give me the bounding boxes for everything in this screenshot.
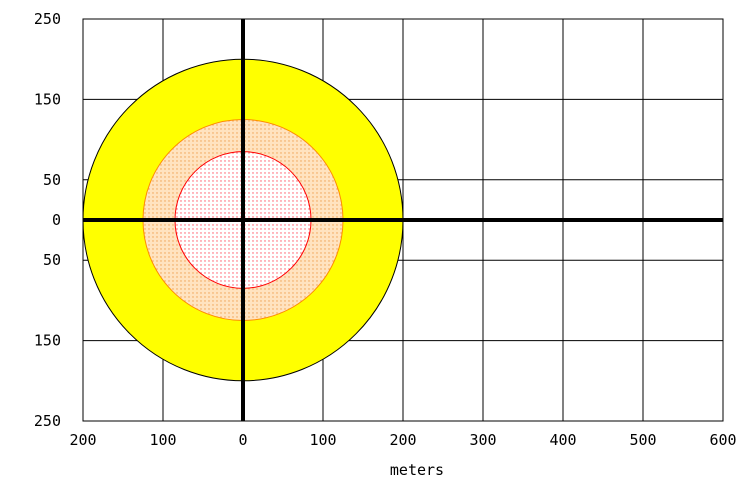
y-tick-label: 250 <box>34 10 61 28</box>
y-tick-label: 50 <box>43 251 61 269</box>
x-tick-label: 100 <box>309 431 336 449</box>
y-tick-label: 150 <box>34 90 61 108</box>
y-tick-labels: 250 150 50 0 50 150 250 <box>34 10 61 430</box>
x-tick-label: 300 <box>469 431 496 449</box>
x-tick-label: 200 <box>389 431 416 449</box>
y-tick-label: 250 <box>34 412 61 430</box>
threat-zones <box>82 58 404 382</box>
x-axis-title: meters <box>390 461 444 479</box>
plot-frame <box>82 18 724 422</box>
x-tick-label: 200 <box>69 431 96 449</box>
x-tick-label: 100 <box>149 431 176 449</box>
x-tick-label: 500 <box>629 431 656 449</box>
y-tick-label: 150 <box>34 332 61 350</box>
x-tick-label: 0 <box>238 431 247 449</box>
x-tick-label: 400 <box>549 431 576 449</box>
zero-axes <box>83 19 723 421</box>
y-tick-label: 50 <box>43 171 61 189</box>
x-tick-labels: 200 100 0 100 200 300 400 500 600 <box>69 431 736 449</box>
x-tick-label: 600 <box>709 431 736 449</box>
y-tick-label: 0 <box>52 211 61 229</box>
